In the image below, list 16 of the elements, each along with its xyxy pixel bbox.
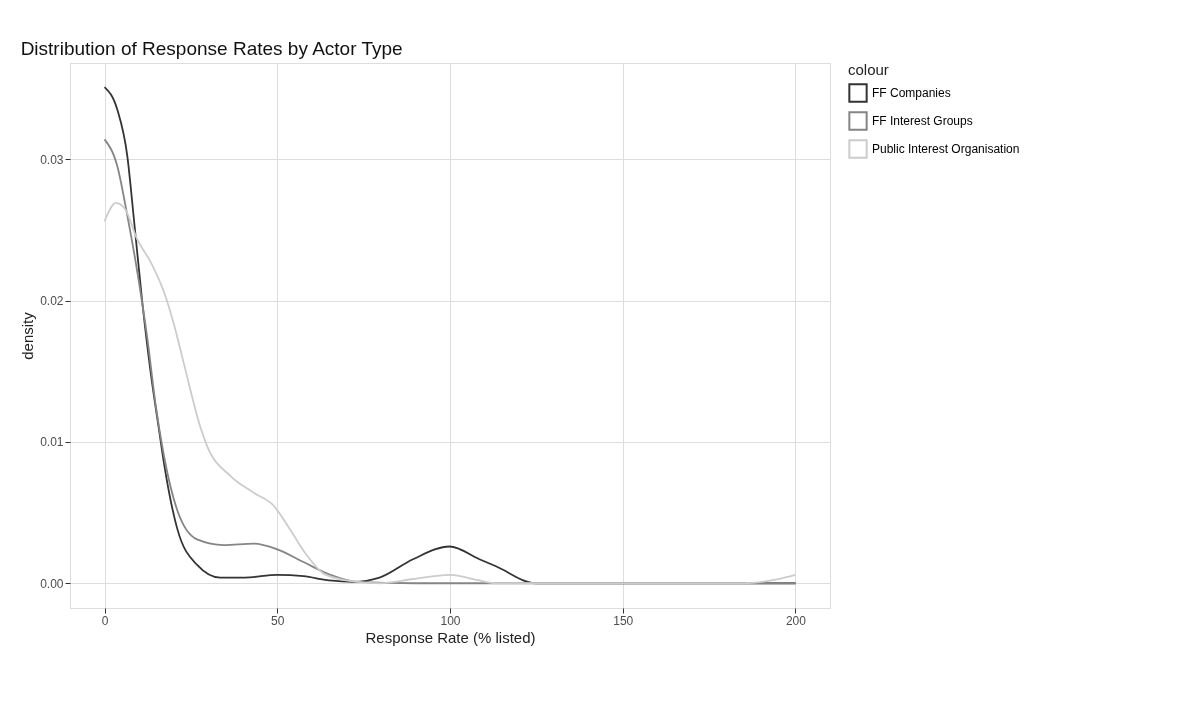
y-tick-label: 0.03 (40, 152, 64, 167)
chart-title: Distribution of Response Rates by Actor Type (20, 38, 403, 59)
y-tick-label: 0.01 (40, 435, 64, 450)
x-tick-label: 200 (785, 613, 807, 628)
x-tick-label: 50 (271, 613, 285, 628)
x-tick-label: 100 (440, 613, 461, 628)
legend-title: colour (848, 61, 889, 78)
x-tick-label: 0 (101, 613, 109, 628)
y-axis-title: density (19, 311, 37, 360)
y-tick-label: 0.00 (40, 576, 64, 591)
x-axis-title: Response Rate (% listed) (365, 628, 536, 646)
x-tick-label: 150 (613, 613, 634, 628)
legend-label: FF Companies (872, 86, 951, 100)
legend-label: FF Interest Groups (872, 114, 973, 128)
y-tick-label: 0.02 (40, 294, 64, 309)
legend-label: Public Interest Organisation (872, 142, 1020, 156)
